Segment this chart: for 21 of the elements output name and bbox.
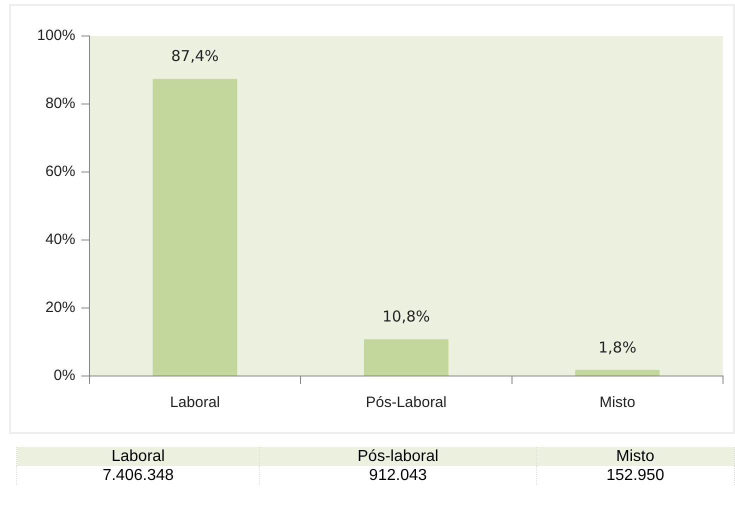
x-tick-label: Laboral bbox=[170, 394, 220, 412]
bar bbox=[364, 339, 448, 376]
text: Pós-laboral bbox=[260, 447, 536, 466]
text: 152.950 bbox=[536, 466, 734, 485]
data-label: 10,8% bbox=[382, 308, 430, 326]
text: Laboral bbox=[16, 447, 260, 466]
text: 912.043 bbox=[260, 466, 536, 485]
bar bbox=[152, 78, 238, 376]
text: Misto bbox=[536, 447, 734, 466]
y-tick-label: 20% bbox=[45, 299, 76, 316]
x-tick-label: Pós-Laboral bbox=[366, 394, 447, 412]
text: 7.406.348 bbox=[16, 466, 260, 485]
data-label: 1,8% bbox=[598, 338, 636, 356]
y-tick-label: 100% bbox=[36, 27, 76, 44]
bar bbox=[575, 370, 660, 376]
y-tick-label: 80% bbox=[45, 95, 76, 112]
x-tick-label: Misto bbox=[599, 394, 636, 412]
y-tick-label: 60% bbox=[45, 163, 76, 180]
data-label: 87,4% bbox=[171, 47, 219, 66]
y-tick-label: 40% bbox=[45, 231, 76, 248]
y-tick-label: 0% bbox=[54, 367, 76, 384]
